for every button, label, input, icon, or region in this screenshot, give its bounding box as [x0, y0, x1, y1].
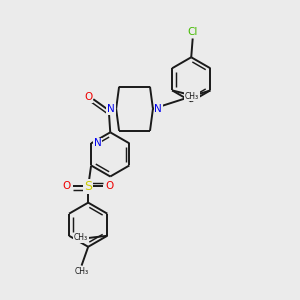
Text: N: N — [154, 104, 162, 114]
Text: N: N — [107, 104, 115, 114]
Text: O: O — [84, 92, 92, 102]
Text: O: O — [106, 182, 114, 191]
Text: CH₃: CH₃ — [185, 92, 199, 101]
Text: Cl: Cl — [188, 27, 198, 37]
Text: CH₃: CH₃ — [74, 233, 88, 242]
Text: S: S — [84, 180, 92, 193]
Text: CH₃: CH₃ — [74, 267, 88, 276]
Text: O: O — [62, 182, 70, 191]
Text: N: N — [94, 138, 101, 148]
